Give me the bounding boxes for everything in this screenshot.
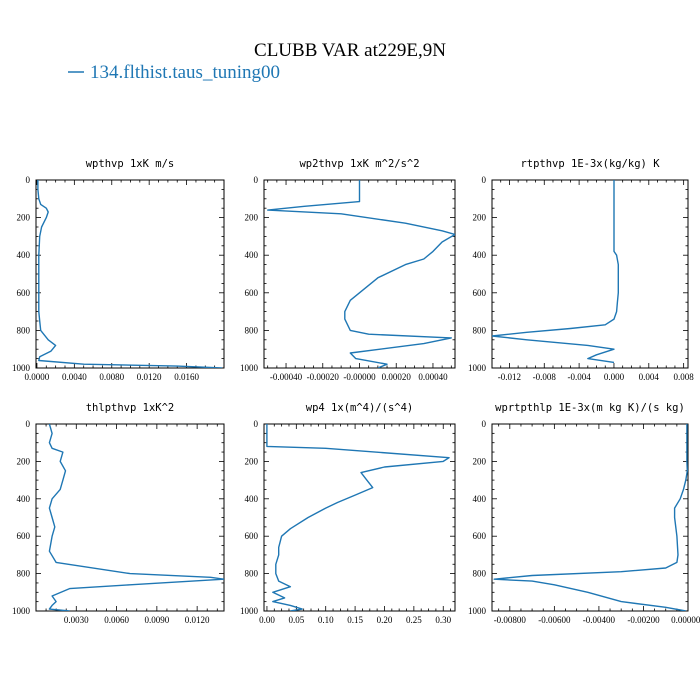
series-line bbox=[266, 424, 450, 611]
x-tick-label: 0.20 bbox=[377, 615, 393, 625]
x-tick-label: -0.008 bbox=[533, 372, 557, 382]
y-tick-label: 800 bbox=[245, 569, 259, 579]
x-tick-label: 0.0000 bbox=[25, 372, 50, 382]
y-tick-label: 600 bbox=[17, 531, 31, 541]
plot-frame bbox=[35, 179, 225, 369]
panel-title: thlpthvp 1xK^2 bbox=[86, 402, 175, 414]
x-tick-label: 0.0120 bbox=[137, 372, 162, 382]
plot-frame bbox=[491, 423, 689, 612]
x-tick-label: -0.00800 bbox=[494, 615, 527, 625]
y-tick-label: 0 bbox=[254, 175, 259, 185]
x-tick-label: 0.0040 bbox=[62, 372, 87, 382]
series-line bbox=[48, 424, 224, 611]
x-tick-label: 0.15 bbox=[347, 615, 363, 625]
panel-title: rtpthvp 1E-3x(kg/kg) K bbox=[520, 158, 660, 170]
panel-2: wp2thvp 1xK m^2/s^2 0 200 400 600 800 1000 -0.0… bbox=[240, 158, 456, 382]
y-tick-label: 600 bbox=[245, 288, 259, 298]
y-tick-label: 400 bbox=[473, 494, 487, 504]
x-tick-label: 0.008 bbox=[674, 372, 695, 382]
y-tick-label: 800 bbox=[17, 325, 31, 335]
x-tick-label: 0.0060 bbox=[104, 615, 129, 625]
y-tick-label: 0 bbox=[482, 419, 487, 429]
y-tick-label: 0 bbox=[482, 175, 487, 185]
y-tick-label: 200 bbox=[245, 456, 259, 466]
y-tick-label: 0 bbox=[254, 419, 259, 429]
panel-6: wprtpthlp 1E-3x(m kg K)/(s kg) 0 200 400 600… bbox=[468, 402, 700, 625]
x-tick-label: -0.00000 bbox=[343, 372, 376, 382]
x-tick-label: 0.000 bbox=[604, 372, 625, 382]
y-tick-label: 400 bbox=[245, 250, 259, 260]
y-tick-label: 600 bbox=[245, 531, 259, 541]
plot-frame bbox=[35, 423, 225, 612]
panel-4: thlpthvp 1xK^2 0 200 400 600 800 1000 0.0030 0.0… bbox=[12, 402, 225, 625]
y-tick-label: 200 bbox=[245, 213, 259, 223]
y-tick-label: 0 bbox=[26, 419, 31, 429]
y-tick-label: 400 bbox=[17, 494, 31, 504]
x-tick-label: 0.05 bbox=[288, 615, 304, 625]
series-line bbox=[493, 424, 688, 611]
panel-title: wp2thvp 1xK m^2/s^2 bbox=[299, 158, 419, 170]
y-tick-label: 200 bbox=[17, 213, 31, 223]
y-tick-label: 1000 bbox=[468, 606, 487, 616]
y-tick-label: 200 bbox=[17, 456, 31, 466]
y-tick-label: 800 bbox=[473, 569, 487, 579]
y-tick-label: 600 bbox=[17, 288, 31, 298]
legend-label: 134.flthist.taus_tuning00 bbox=[90, 62, 280, 83]
figure-title: CLUBB VAR at229E,9N bbox=[254, 40, 446, 61]
x-tick-label: 0.0080 bbox=[99, 372, 124, 382]
x-tick-label: 0.0030 bbox=[64, 615, 89, 625]
y-tick-label: 400 bbox=[473, 250, 487, 260]
x-tick-label: 0.00040 bbox=[418, 372, 448, 382]
y-tick-label: 1000 bbox=[468, 363, 487, 373]
x-tick-label: 0.0120 bbox=[185, 615, 210, 625]
y-tick-label: 200 bbox=[473, 213, 487, 223]
x-tick-label: -0.00200 bbox=[627, 615, 660, 625]
y-tick-label: 400 bbox=[245, 494, 259, 504]
panel-title: wp4 1x(m^4)/(s^4) bbox=[306, 402, 413, 414]
x-tick-label: 0.00020 bbox=[382, 372, 412, 382]
x-tick-label: 0.30 bbox=[435, 615, 451, 625]
x-tick-label: 0.0160 bbox=[174, 372, 199, 382]
series-line bbox=[492, 180, 619, 364]
x-tick-label: 0.0090 bbox=[144, 615, 169, 625]
y-tick-label: 400 bbox=[17, 250, 31, 260]
y-tick-label: 200 bbox=[473, 456, 487, 466]
y-tick-label: 800 bbox=[245, 325, 259, 335]
y-tick-label: 600 bbox=[473, 531, 487, 541]
x-tick-label: -0.00040 bbox=[270, 372, 303, 382]
x-tick-label: 0.004 bbox=[639, 372, 660, 382]
y-tick-label: 1000 bbox=[240, 363, 259, 373]
plot-frame bbox=[263, 423, 456, 612]
panel-title: wpthvp 1xK m/s bbox=[86, 158, 175, 170]
x-tick-label: 0.10 bbox=[318, 615, 334, 625]
x-tick-label: -0.012 bbox=[498, 372, 521, 382]
y-tick-label: 1000 bbox=[240, 606, 259, 616]
y-tick-label: 600 bbox=[473, 288, 487, 298]
y-tick-label: 800 bbox=[17, 569, 31, 579]
y-tick-label: 1000 bbox=[12, 363, 31, 373]
x-tick-label: -0.00400 bbox=[583, 615, 616, 625]
legend: 134.flthist.taus_tuning00 bbox=[68, 62, 280, 83]
panel-title: wprtpthlp 1E-3x(m kg K)/(s kg) bbox=[495, 402, 685, 414]
series-line bbox=[267, 180, 455, 368]
y-tick-label: 0 bbox=[26, 175, 31, 185]
panel-3: rtpthvp 1E-3x(kg/kg) K 0 200 400 600 800 1000 -… bbox=[468, 158, 694, 382]
x-tick-label: -0.00020 bbox=[307, 372, 340, 382]
x-tick-label: -0.004 bbox=[567, 372, 591, 382]
x-tick-label: -0.00600 bbox=[538, 615, 571, 625]
x-tick-label: 0.00 bbox=[259, 615, 275, 625]
series-line bbox=[37, 180, 223, 368]
y-tick-label: 800 bbox=[473, 325, 487, 335]
y-tick-label: 1000 bbox=[12, 606, 31, 616]
x-tick-label: 0.25 bbox=[406, 615, 422, 625]
